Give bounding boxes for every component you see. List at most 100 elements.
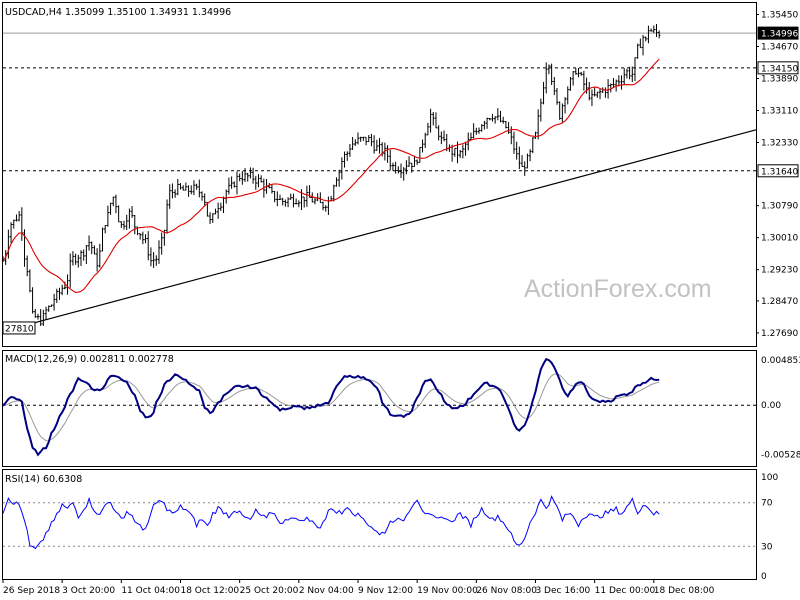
rsi-axis-label: 30 bbox=[761, 542, 773, 552]
price-bar bbox=[483, 120, 486, 130]
price-bar bbox=[588, 82, 591, 101]
price-bar bbox=[155, 255, 158, 266]
price-bar bbox=[415, 159, 419, 165]
macd-panel-frame bbox=[2, 350, 757, 467]
tag-label: 27810 bbox=[5, 324, 34, 334]
price-bar bbox=[631, 66, 634, 82]
price-bar bbox=[184, 182, 188, 191]
price-bar bbox=[117, 205, 120, 223]
macd-signal-line bbox=[2, 373, 660, 442]
price-bar bbox=[87, 235, 91, 251]
price-bar bbox=[442, 130, 446, 142]
price-bar bbox=[536, 109, 540, 140]
time-axis-label: 26 Nov 08:00 bbox=[476, 586, 537, 596]
price-axis-label: 1.33890 bbox=[761, 74, 798, 84]
tag-box bbox=[757, 26, 799, 40]
price-bar bbox=[413, 155, 416, 168]
price-bar bbox=[402, 167, 405, 181]
time-axis-label: 3 Oct 20:00 bbox=[62, 586, 115, 596]
price-axis-label: 1.35450 bbox=[761, 10, 798, 20]
price-bar bbox=[176, 179, 180, 196]
price-bar bbox=[394, 161, 397, 174]
price-bar bbox=[58, 287, 61, 300]
price-bar bbox=[620, 75, 623, 90]
price-panel-frame bbox=[2, 2, 757, 347]
price-bar bbox=[55, 288, 58, 304]
price-bar bbox=[82, 249, 85, 261]
price-bar bbox=[340, 157, 344, 180]
price-bar bbox=[259, 175, 263, 183]
price-bar bbox=[571, 71, 575, 86]
price-bar bbox=[609, 83, 612, 93]
price-bar bbox=[12, 219, 15, 229]
price-bar bbox=[278, 194, 282, 200]
price-bar bbox=[426, 122, 430, 136]
tag-box bbox=[757, 61, 799, 75]
price-bar bbox=[593, 87, 596, 97]
tag-label: 1.31640 bbox=[761, 167, 798, 177]
price-bar bbox=[458, 149, 462, 158]
price-bar bbox=[321, 201, 325, 211]
price-bar bbox=[625, 68, 629, 79]
rsi-axis-label: 70 bbox=[761, 499, 773, 509]
price-bar bbox=[504, 121, 508, 129]
macd-axis-label: -0.005284 bbox=[761, 451, 800, 461]
price-bar bbox=[362, 136, 365, 141]
price-bars bbox=[1, 23, 661, 326]
price-bar bbox=[198, 179, 201, 198]
price-bar bbox=[133, 214, 136, 235]
tag-label: 1.34150 bbox=[761, 64, 798, 74]
price-bar bbox=[354, 139, 357, 146]
price-bar bbox=[407, 156, 411, 167]
price-bar bbox=[528, 149, 532, 162]
price-bar bbox=[114, 194, 118, 214]
price-bar bbox=[112, 196, 115, 207]
time-axis-label: 18 Oct 12:00 bbox=[180, 586, 239, 596]
price-bar bbox=[464, 141, 467, 156]
price-bar bbox=[434, 112, 438, 129]
price-axis-label: 1.28470 bbox=[761, 297, 798, 307]
current-price-tag: 1.34996 bbox=[757, 26, 799, 40]
price-bar bbox=[604, 87, 607, 98]
time-axis-label: 11 Dec 00:00 bbox=[595, 586, 656, 596]
price-bar bbox=[598, 88, 602, 100]
price-bar bbox=[612, 78, 615, 89]
price-bar bbox=[276, 191, 279, 207]
price-bar bbox=[130, 206, 134, 218]
price-bar bbox=[211, 213, 214, 223]
price-bar bbox=[246, 172, 249, 182]
price-bar bbox=[85, 245, 88, 265]
price-bar bbox=[101, 227, 104, 252]
support-trendline bbox=[2, 129, 757, 332]
price-bar bbox=[421, 139, 424, 153]
price-bar bbox=[633, 57, 637, 82]
price-bar bbox=[77, 254, 80, 268]
price-bar bbox=[219, 202, 223, 211]
price-bar bbox=[15, 214, 18, 222]
price-bar bbox=[74, 253, 77, 265]
price-bar bbox=[644, 36, 647, 42]
price-bar bbox=[437, 125, 440, 141]
macd-info: MACD(12,26,9) 0.002811 0.002778 bbox=[5, 354, 174, 365]
price-bar bbox=[617, 75, 621, 87]
macd-axis-label: 0.004853 bbox=[761, 356, 800, 366]
level-price-tag: 1.34150 bbox=[757, 61, 799, 75]
symbol-info: USDCAD,H4 1.35099 1.35100 1.34931 1.3499… bbox=[5, 7, 231, 18]
price-bar bbox=[502, 116, 505, 124]
price-bar bbox=[190, 185, 193, 195]
price-bar bbox=[200, 191, 204, 201]
x-axis-labels: 26 Sep 2018 3 Oct 20:00 11 Oct 04:00 18 Oct… bbox=[2, 579, 715, 596]
price-bar bbox=[343, 151, 346, 168]
price-bar bbox=[389, 149, 392, 171]
price-bar bbox=[233, 181, 236, 188]
price-bar bbox=[636, 43, 639, 59]
price-axis-label: 1.33110 bbox=[761, 106, 798, 116]
price-bar bbox=[192, 180, 196, 196]
price-bar bbox=[241, 171, 244, 185]
price-bar bbox=[230, 176, 233, 189]
price-bar bbox=[561, 103, 564, 124]
price-bar bbox=[26, 255, 29, 277]
price-bar bbox=[109, 202, 112, 215]
price-bar bbox=[168, 184, 171, 209]
price-bar bbox=[405, 160, 408, 175]
